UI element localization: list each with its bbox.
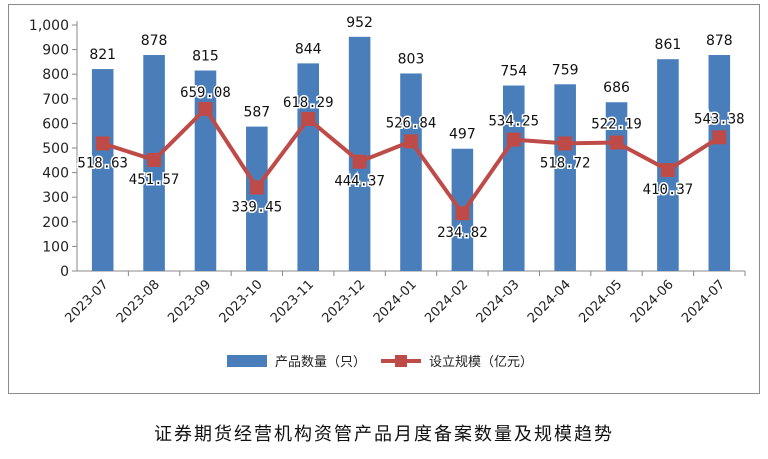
- line-value-label: 522.19: [591, 117, 642, 133]
- x-tick-label: 2024-07: [679, 277, 728, 326]
- line-value-label: 410.37: [643, 182, 694, 198]
- line-point-marker: [404, 134, 418, 149]
- x-tick-label: 2023-12: [319, 277, 368, 326]
- line-value-label: 659.08: [180, 85, 231, 101]
- x-tick-label: 2024-06: [628, 277, 677, 326]
- bar-value-label: 754: [500, 64, 527, 80]
- bar: [708, 55, 731, 272]
- legend-bar-swatch: [227, 355, 267, 367]
- line-point-marker: [352, 154, 367, 169]
- line-value-label: 518.63: [77, 155, 128, 171]
- bar: [554, 84, 576, 271]
- y-tick-label: 600: [42, 116, 69, 132]
- x-tick-label: 2024-01: [371, 277, 420, 326]
- chart-caption: 证券期货经营机构资管产品月度备案数量及规模趋势: [154, 424, 614, 445]
- chart-svg: 0 100 200 300 400 500 600 700 800 900 1,000 2023-07…: [29, 15, 746, 370]
- bar-value-label: 878: [141, 33, 168, 49]
- legend-line-marker: [395, 355, 407, 367]
- y-tick-label: 1,000: [29, 18, 69, 34]
- line-point-marker: [609, 135, 624, 150]
- line-point-marker: [95, 136, 110, 151]
- bar: [502, 85, 525, 272]
- x-tick-label: 2024-02: [422, 277, 471, 326]
- line-point-marker: [249, 180, 264, 195]
- x-tick-label: 2023-09: [165, 277, 214, 326]
- legend-line-label: 设立规模（亿元）: [429, 355, 533, 370]
- line-value-label: 618.29: [283, 95, 334, 111]
- bar-value-label: 815: [192, 49, 219, 65]
- bar: [91, 69, 114, 271]
- legend-bar-label: 产品数量（只）: [275, 355, 366, 370]
- x-tick-label: 2023-10: [217, 277, 266, 326]
- line-value-label: 234.82: [437, 225, 488, 241]
- bar: [348, 36, 371, 271]
- y-tick-label: 400: [42, 166, 69, 182]
- line-value-label: 526.84: [386, 115, 437, 131]
- bar-value-label: 587: [243, 105, 270, 121]
- bar-value-label: 878: [706, 33, 733, 49]
- line-point-marker: [455, 206, 470, 221]
- y-tick-label: 200: [42, 215, 69, 231]
- y-tick-label: 500: [42, 141, 69, 157]
- bar-value-label: 861: [655, 37, 682, 53]
- y-tick-label: 100: [42, 239, 69, 255]
- line-value-label: 444.37: [334, 174, 385, 190]
- y-tick-label: 300: [42, 190, 69, 206]
- line-value-label: 518.72: [540, 155, 591, 171]
- x-tick-label: 2023-11: [268, 277, 317, 326]
- y-tick-label: 900: [42, 43, 69, 59]
- bar-value-label: 844: [295, 41, 322, 57]
- x-tick-label: 2024-05: [576, 277, 625, 326]
- line-point-marker: [558, 136, 573, 151]
- bar-value-label: 952: [346, 15, 373, 31]
- line-series: [95, 101, 727, 221]
- bar-value-label: 759: [552, 62, 579, 78]
- data-labels: 821 878 815 587 844 952 803 497 754 759 686 861 878 5…: [76, 15, 746, 243]
- bar-value-label: 686: [603, 80, 630, 96]
- bar-value-label: 803: [398, 51, 425, 67]
- bar: [246, 126, 268, 272]
- line-point-marker: [198, 101, 213, 116]
- line-point-marker: [301, 111, 316, 126]
- line-point-marker: [506, 132, 521, 147]
- x-tick-label: 2023-07: [62, 277, 111, 326]
- x-tick-label: 2024-03: [474, 277, 523, 326]
- bar-value-label: 497: [449, 127, 476, 143]
- line-value-label: 543.38: [694, 111, 745, 127]
- chart-frame: 0 100 200 300 400 500 600 700 800 900 1,000 2023-07…: [8, 4, 760, 394]
- line-point-marker: [660, 163, 675, 178]
- line-value-label: 534.25: [488, 114, 539, 130]
- line-value-label: 451.57: [129, 172, 180, 188]
- x-tick-label: 2024-04: [525, 277, 574, 326]
- y-tick-label: 0: [60, 264, 69, 280]
- legend: 产品数量（只） 设立规模（亿元）: [227, 355, 533, 370]
- line-point-marker: [147, 152, 162, 167]
- y-tick-label: 800: [42, 67, 69, 83]
- line-point-marker: [712, 130, 727, 145]
- x-tick-label: 2023-08: [114, 277, 163, 326]
- line-value-label: 339.45: [232, 199, 283, 215]
- bar-value-label: 821: [89, 47, 116, 63]
- bar: [400, 73, 422, 271]
- y-tick-label: 700: [42, 92, 69, 108]
